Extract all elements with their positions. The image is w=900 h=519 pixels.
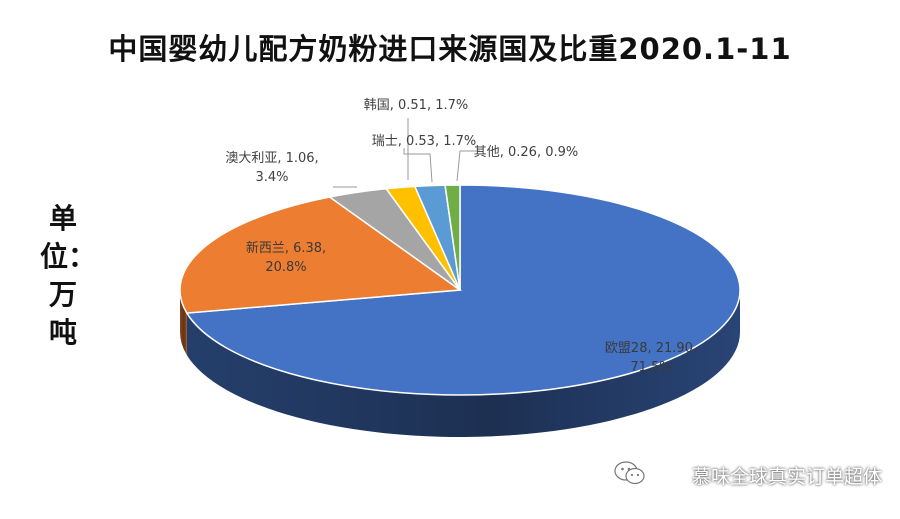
watermark-text: 慕味全球真实订单超体	[691, 466, 882, 488]
pie-side-0	[186, 290, 740, 437]
slice-label-4: 瑞士, 0.53, 1.7%	[372, 134, 477, 149]
slice-label-0: 欧盟28, 21.90,	[605, 341, 697, 356]
pie-slice-1	[179, 196, 463, 314]
slice-percent-2: 3.4%	[255, 170, 288, 185]
slice-label-3: 韩国, 0.51, 1.7%	[364, 98, 469, 113]
slice-label-1: 新西兰, 6.38,	[246, 240, 326, 256]
slice-label-5: 其他, 0.26, 0.9%	[474, 145, 579, 160]
slice-percent-0: 71.5%	[630, 360, 671, 375]
leader-line-4	[403, 148, 433, 183]
leader-line-5	[456, 150, 480, 182]
slice-label-2: 澳大利亚, 1.06,	[225, 150, 318, 166]
chart-title: 中国婴幼儿配方奶粉进口来源国及比重2020.1-11	[108, 32, 792, 66]
slice-percent-1: 20.8%	[265, 260, 306, 275]
pie-slice-5	[444, 184, 461, 291]
wechat-icon	[614, 461, 645, 485]
pie-slice-0	[185, 184, 741, 396]
pie-side-1	[180, 290, 187, 356]
